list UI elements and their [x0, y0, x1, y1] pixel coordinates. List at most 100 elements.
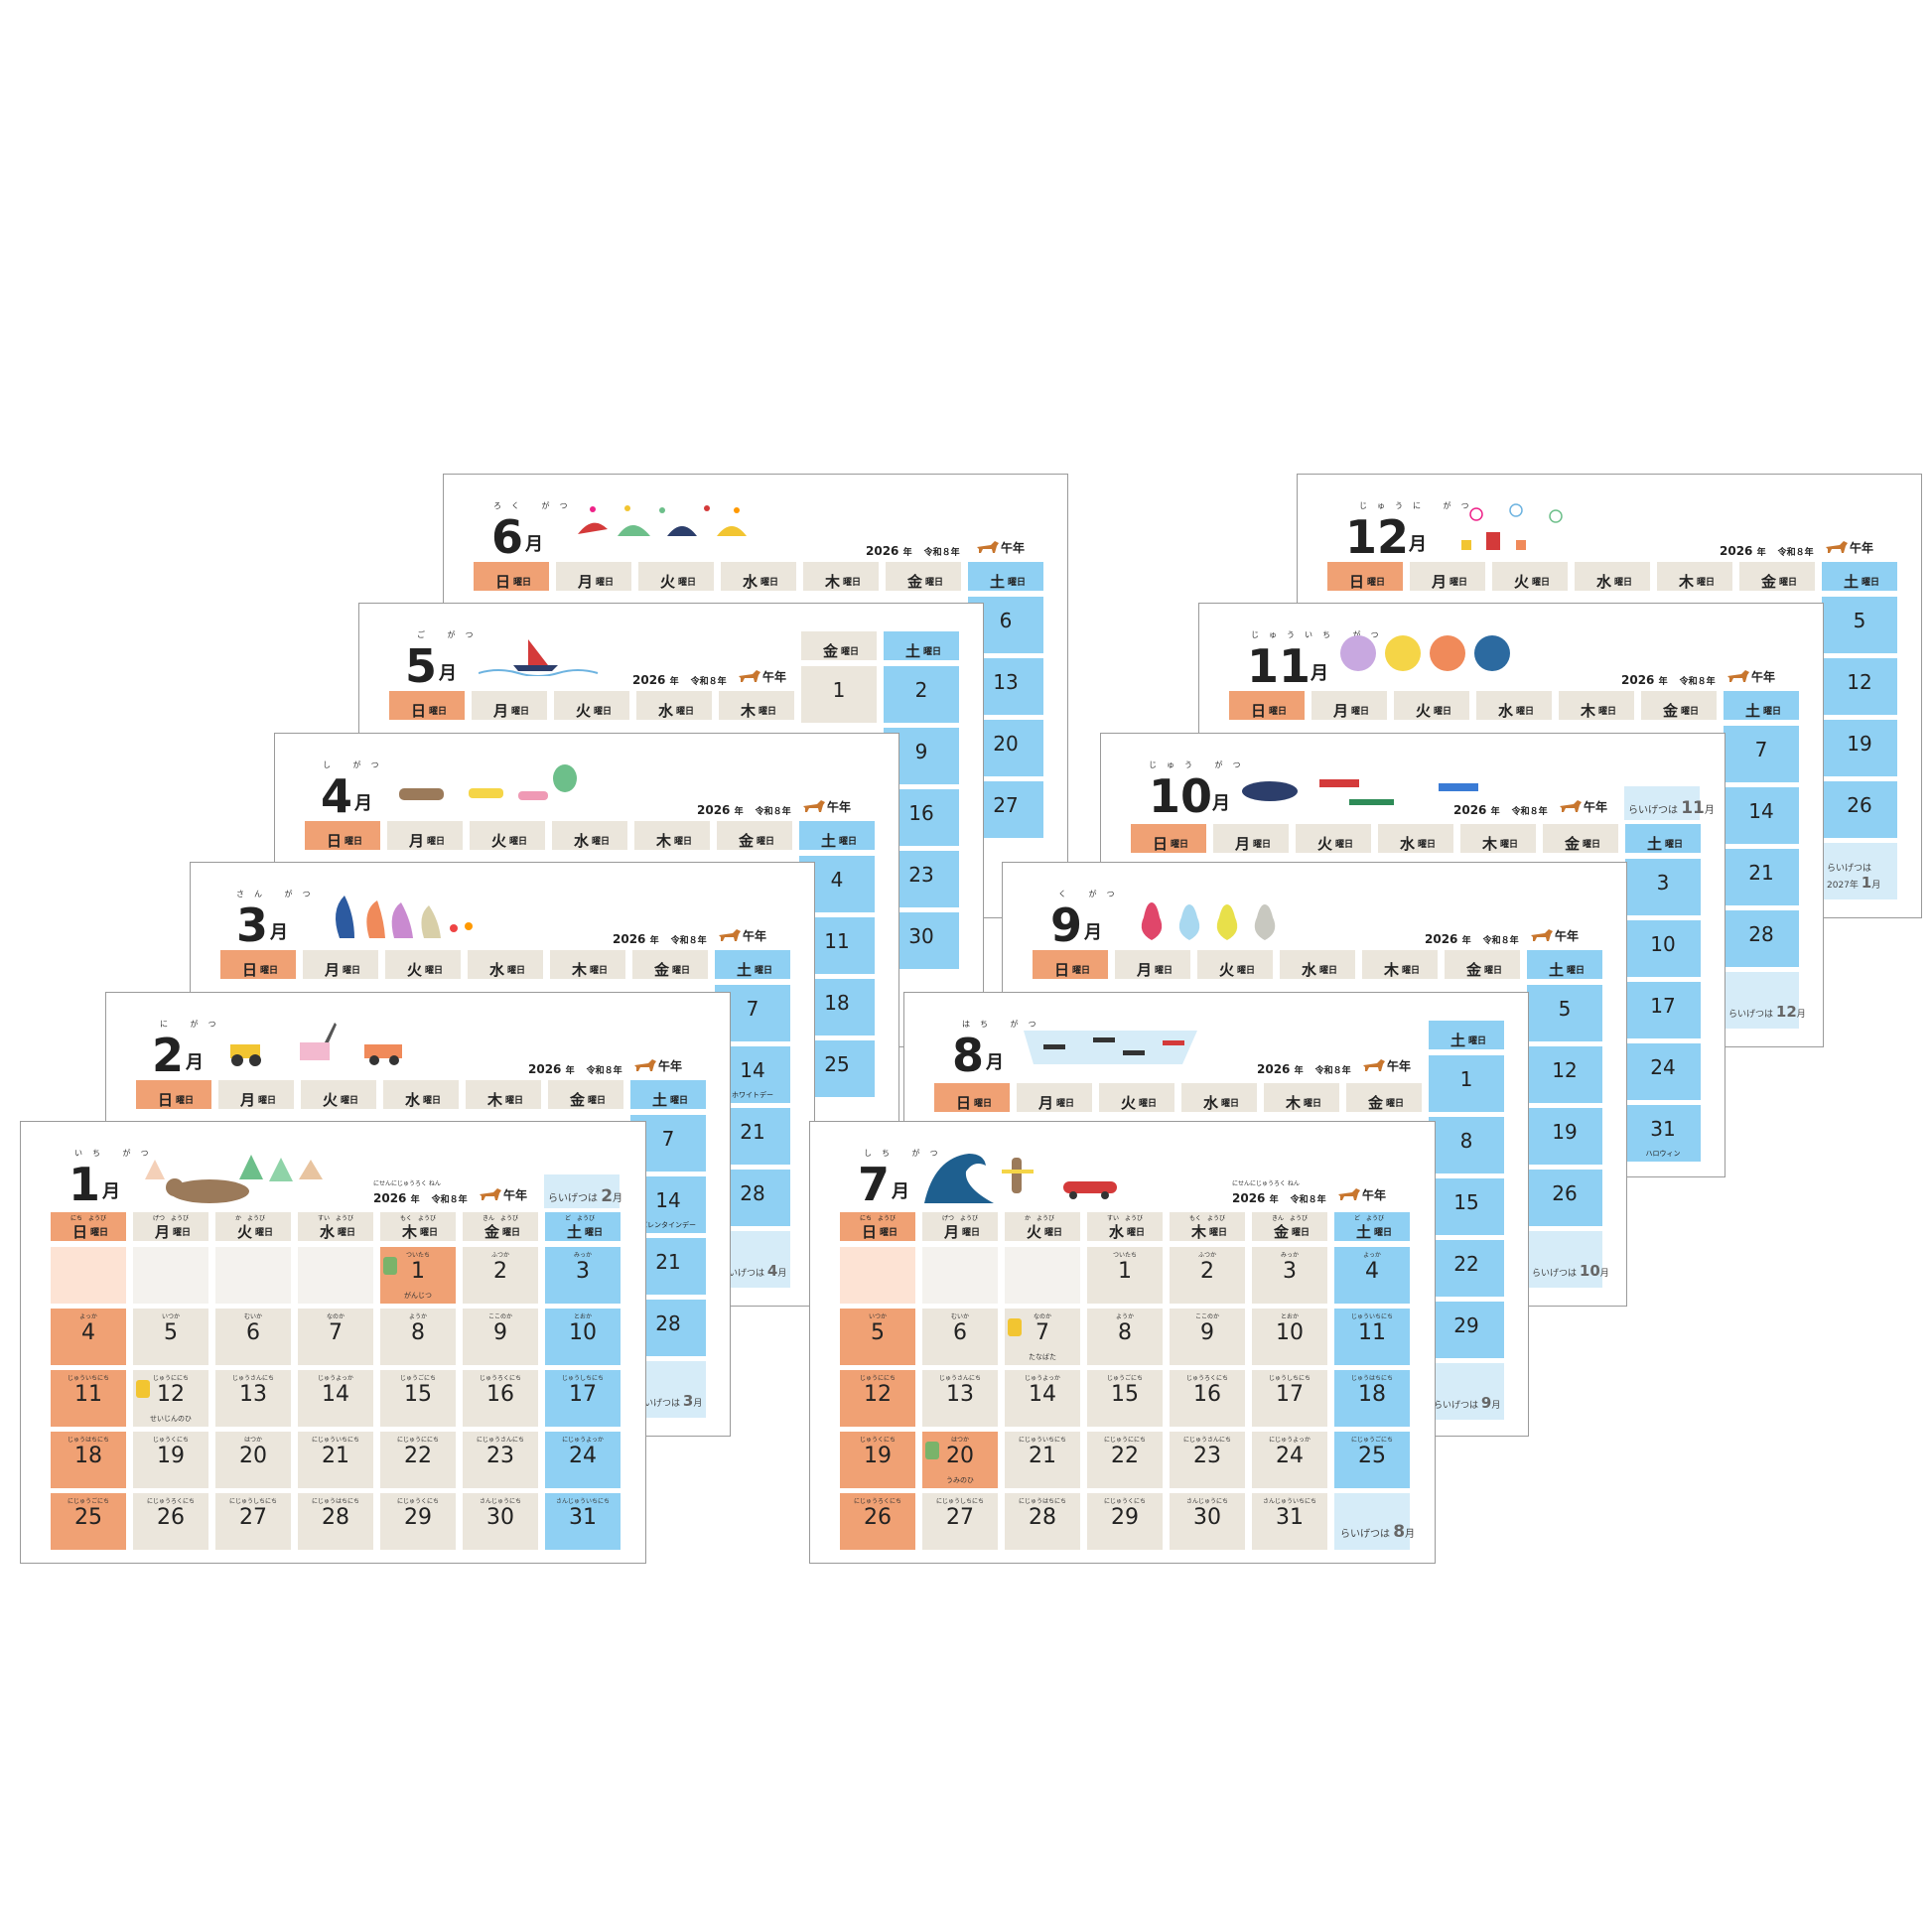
year-label: 2026 年 令和８年 [1621, 673, 1716, 687]
day-cell: とおか 10 [1252, 1309, 1327, 1365]
day-ruby: よっか [1363, 1252, 1381, 1259]
day-cell: じゅうはちにち 18 [51, 1432, 126, 1488]
day-ruby: にじゅうさんにち [476, 1437, 524, 1444]
horse-icon [634, 1059, 656, 1071]
weekday-thu: 木曜日 [1362, 950, 1438, 979]
month-ruby: ろく がつ [493, 501, 578, 510]
weekday-tue: 火曜日 [1394, 691, 1469, 720]
day-ruby: じゅうくにち [152, 1437, 189, 1444]
day-cell: にじゅうろくにち 26 [133, 1493, 208, 1550]
sheep-illustration [1340, 635, 1510, 671]
weekday-sat: 土曜日 [1429, 1021, 1504, 1049]
calendar-sheet-july: しち がつ 7 月 にせんにじゅうろく ねん 2026 年 令和８年 午年 にち… [809, 1121, 1436, 1564]
day-ruby: じゅうさんにち [231, 1375, 274, 1382]
weekday-tue: か ようび火曜日 [215, 1212, 291, 1241]
day-cell: にじゅういちにち 21 [298, 1432, 373, 1488]
day-ruby: にじゅういちにち [311, 1437, 359, 1444]
weekday-mon: 月曜日 [472, 691, 547, 720]
day-cell: よっか 4 [1334, 1247, 1410, 1304]
next-month-badge: らいげつは 2月 [544, 1174, 622, 1208]
next-month-cell: らいげつは 12月 [1724, 972, 1806, 1029]
day-cell: ふつか 2 [1170, 1247, 1245, 1304]
day-number: 23 [486, 1444, 514, 1468]
day-ruby: じゅうさんにち [938, 1375, 981, 1382]
month-ruby: さん がつ [236, 890, 321, 898]
day-cell: 8 [1429, 1117, 1504, 1173]
weekday-sat: 土曜日 [630, 1080, 706, 1109]
day-ruby: じゅうろくにち [1185, 1375, 1228, 1382]
month-suffix: 月 [1212, 793, 1230, 814]
eto-label: 午年 [478, 1186, 527, 1203]
day-cell: じゅうろくにち 16 [463, 1370, 538, 1427]
month-suffix: 月 [986, 1052, 1004, 1073]
eto-label: 午年 [1336, 1186, 1386, 1203]
weekday-wed: 水曜日 [552, 821, 627, 850]
day-number: 26 [864, 1505, 892, 1530]
day-ruby: にじゅうしちにち [228, 1498, 277, 1505]
next-month-label: らいげつは 8月 [1340, 1522, 1416, 1542]
weekday-sat: 土曜日 [1527, 950, 1602, 979]
year-label: 2026 年 令和８年 [1720, 544, 1814, 558]
weekday-fri: 金曜日 [1346, 1083, 1422, 1112]
eto-label: 午年 [717, 927, 766, 944]
holiday-label: がんじつ [404, 1292, 432, 1300]
weekday-header: 日曜日 月曜日 火曜日 水曜日 木曜日 金曜日 土曜日 [1131, 824, 1701, 853]
day-cell: じゅうはちにち 18 [1334, 1370, 1410, 1427]
day-ruby: ここのか [1194, 1313, 1219, 1320]
weekday-sat: 土曜日 [884, 631, 959, 660]
sailboat-illustration [479, 639, 599, 676]
weekday-thu: もく ようび木曜日 [380, 1212, 456, 1241]
day-number: 5 [871, 1320, 885, 1345]
day-ruby: じゅうよっか [318, 1375, 353, 1382]
day-cell: 29 [1429, 1302, 1504, 1358]
day-ruby: にじゅうよっか [562, 1437, 604, 1444]
day-cell: 14 [1724, 787, 1799, 844]
day-ruby: ようか [408, 1313, 427, 1320]
next-month-badge: らいげつは 11月 [1624, 786, 1715, 820]
day-ruby: さんじゅうにち [479, 1498, 521, 1505]
weekday-header: 日曜日 月曜日 火曜日 水曜日 木曜日 金曜日 [934, 1083, 1422, 1112]
day-number: 4 [81, 1320, 95, 1345]
dachshund-illustration [399, 764, 577, 800]
weekday-sat: 土曜日 [1724, 691, 1799, 720]
day-number: 16 [1193, 1382, 1221, 1407]
day-cell: じゅうににち 12 [840, 1370, 915, 1427]
day-cell: にじゅうしちにち 27 [922, 1493, 998, 1550]
weekday-tue: 火曜日 [470, 821, 545, 850]
day-number: 25 [74, 1505, 102, 1530]
month-ruby: はち がつ [962, 1020, 1046, 1029]
day-cell: にじゅうさんにち 23 [463, 1432, 538, 1488]
day-number: 31 [1276, 1505, 1304, 1530]
day-cell: 15 [1429, 1178, 1504, 1235]
day-cell: にじゅうはちにち 28 [298, 1493, 373, 1550]
month-suffix: 月 [270, 922, 288, 943]
day-ruby: にじゅうくにち [396, 1498, 439, 1505]
day-cell: 22 [1429, 1240, 1504, 1297]
weekday-header: 日曜日 月曜日 火曜日 水曜日 木曜日 金曜日 土曜日 [1229, 691, 1799, 720]
blank-day-cell [1005, 1247, 1080, 1304]
blank-day-cell [840, 1247, 915, 1304]
month-ruby: く がつ [1058, 890, 1125, 898]
day-cell: にじゅうはちにち 28 [1005, 1493, 1080, 1550]
day-ruby: ようか [1115, 1313, 1134, 1320]
weekday-tue: 火曜日 [1099, 1083, 1174, 1112]
day-ruby: にじゅうろくにち [853, 1498, 901, 1505]
day-number: 5 [164, 1320, 178, 1345]
month-ruby: いち がつ [74, 1149, 159, 1158]
day-cell: むいか 6 [922, 1309, 998, 1365]
day-ruby: みっか [1280, 1252, 1299, 1259]
airplanes-illustration [1242, 779, 1478, 805]
weekday-mon: 月曜日 [1311, 691, 1387, 720]
weekday-thu: 木曜日 [466, 1080, 541, 1109]
weekday-fri: 金曜日 [801, 631, 877, 660]
month-number: 10 [1149, 769, 1213, 823]
holiday-icon [136, 1380, 150, 1398]
weekday-thu: 木曜日 [719, 691, 794, 720]
day-number: 10 [569, 1320, 597, 1345]
day-cell: さんじゅうにち 30 [1170, 1493, 1245, 1550]
month-ruby: じゅうに がつ [1359, 501, 1479, 510]
weekday-tue: 火曜日 [1296, 824, 1371, 853]
year-ruby: にせんにじゅうろく ねん [1232, 1180, 1300, 1187]
day-number: 8 [411, 1320, 425, 1345]
day-cell: にじゅうよっか 24 [1252, 1432, 1327, 1488]
